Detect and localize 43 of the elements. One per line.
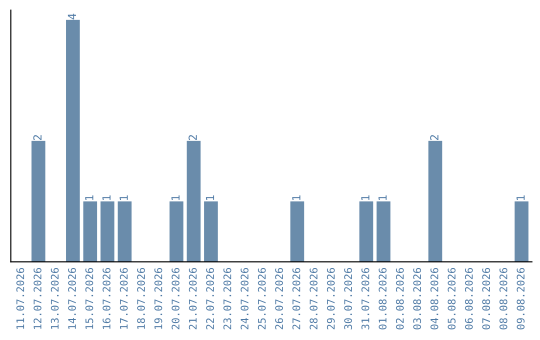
x-tick-label: 28.07.2026 bbox=[310, 268, 318, 330]
data-label: 1 bbox=[206, 195, 214, 200]
x-tick-label: 22.07.2026 bbox=[206, 268, 214, 330]
x-tick-label: 09.08.2026 bbox=[516, 268, 525, 330]
x-tick-label: 07.08.2026 bbox=[482, 268, 490, 330]
x-tick-label: 21.07.2026 bbox=[188, 268, 197, 330]
x-tick-label: 29.07.2026 bbox=[326, 268, 335, 330]
x-tick-label: 26.07.2026 bbox=[275, 268, 284, 330]
x-tick-label: 18.07.2026 bbox=[137, 268, 145, 329]
data-label: 1 bbox=[378, 195, 387, 200]
data-label: 2 bbox=[430, 135, 438, 140]
x-tick-label: 08.08.2026 bbox=[499, 268, 508, 330]
data-label: 1 bbox=[292, 195, 300, 200]
x-tick-label: 03.08.2026 bbox=[413, 268, 422, 330]
x-tick-label: 11.07.2026 bbox=[16, 268, 24, 329]
x-tick-label: 19.07.2026 bbox=[154, 268, 162, 329]
x-tick-label: 01.08.2026 bbox=[378, 268, 387, 330]
x-tick-label: 05.08.2026 bbox=[448, 268, 456, 330]
x-tick-label: 24.07.2026 bbox=[240, 268, 249, 330]
data-label: 4 bbox=[68, 14, 76, 20]
x-tick-label: 25.07.2026 bbox=[258, 268, 266, 330]
data-label: 1 bbox=[361, 195, 370, 200]
data-label: 1 bbox=[120, 195, 128, 200]
x-tick-label: 04.08.2026 bbox=[430, 268, 438, 330]
x-tick-label: 20.07.2026 bbox=[172, 268, 180, 330]
data-label: 1 bbox=[102, 195, 111, 200]
data-label: 2 bbox=[188, 135, 197, 140]
x-tick-label: 16.07.2026 bbox=[102, 268, 110, 329]
x-tick-label: 13.07.2026 bbox=[50, 268, 59, 329]
x-tick-label: 31.07.2026 bbox=[361, 268, 370, 330]
data-label: 2 bbox=[33, 135, 42, 140]
x-tick-label: 14.07.2026 bbox=[68, 268, 76, 329]
x-tick-label: 06.08.2026 bbox=[464, 268, 473, 330]
x-tick-label: 17.07.2026 bbox=[120, 268, 128, 329]
x-tick-label: 23.07.2026 bbox=[223, 268, 232, 330]
data-label: 1 bbox=[516, 195, 525, 200]
x-tick-label: 12.07.2026 bbox=[34, 268, 42, 329]
data-label: 1 bbox=[85, 195, 94, 200]
x-tick-label: 15.07.2026 bbox=[85, 268, 94, 329]
x-tick-label: 27.07.2026 bbox=[292, 268, 300, 330]
x-tick-label: 30.07.2026 bbox=[344, 268, 352, 330]
x-tick-label: 02.08.2026 bbox=[396, 268, 404, 330]
data-label: 1 bbox=[171, 195, 180, 200]
